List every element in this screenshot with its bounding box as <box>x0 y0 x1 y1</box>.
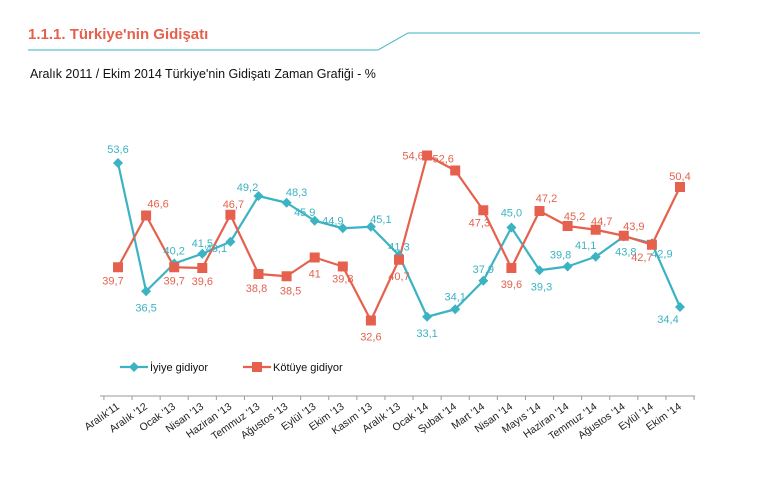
kotuye-marker <box>197 263 208 273</box>
kotuye-marker <box>253 269 264 279</box>
iyiye-marker <box>422 311 433 322</box>
kotuye-marker <box>337 261 348 272</box>
iyiye-data-label: 39,8 <box>550 250 571 262</box>
legend-item-iyiye: İyiye gidiyor <box>120 361 208 374</box>
legend-diamond-icon <box>129 362 139 372</box>
iyiye-data-label: 34,1 <box>444 291 465 303</box>
section-heading: 1.1.1. Türkiye'nin Gidişatı <box>28 26 209 43</box>
iyiye-data-label: 48,3 <box>286 187 307 199</box>
iyiye-marker <box>337 223 348 234</box>
kotuye-data-label: 38,8 <box>246 283 267 295</box>
iyiye-data-label: 44,9 <box>322 215 343 227</box>
iyiye-marker <box>253 191 264 201</box>
iyiye-marker <box>506 222 517 233</box>
kotuye-marker <box>534 206 545 216</box>
iyiye-data-label: 43,8 <box>615 247 636 259</box>
kotuye-marker <box>113 262 123 273</box>
kotuye-marker <box>450 165 461 176</box>
iyiye-data-label: 33,1 <box>416 328 437 340</box>
iyiye-marker <box>365 221 376 232</box>
kotuye-data-label: 54,6 <box>402 151 423 163</box>
iyiye-data-label: 34,4 <box>657 314 678 326</box>
header-rule-line <box>28 32 700 51</box>
iyiye-data-label: 42,9 <box>651 248 672 260</box>
kotuye-marker <box>675 182 685 192</box>
kotuye-marker <box>646 239 657 250</box>
kotuye-data-label: 43,9 <box>623 221 644 233</box>
series-markers <box>113 150 685 326</box>
legend-item-kotuye: Kötüye gidiyor <box>243 362 343 374</box>
kotuye-marker <box>169 262 180 273</box>
legend: İyiye gidiyor Kötüye gidiyor <box>120 361 343 374</box>
iyiye-marker <box>562 261 573 272</box>
iyiye-data-label: 37,9 <box>473 264 494 276</box>
kotuye-marker <box>394 254 404 265</box>
kotuye-data-label: 46,7 <box>223 199 244 211</box>
legend-label: İyiye gidiyor <box>150 361 208 374</box>
kotuye-data-label: 39,6 <box>192 276 213 288</box>
kotuye-data-label: 39,6 <box>501 279 522 291</box>
kotuye-marker <box>422 150 433 161</box>
chart-subtitle: Aralık 2011 / Ekim 2014 Türkiye'nin Gidi… <box>30 67 376 81</box>
iyiye-marker <box>281 197 292 208</box>
iyiye-marker <box>675 302 685 312</box>
kotuye-data-label: 50,4 <box>669 171 690 183</box>
iyiye-marker <box>534 265 545 276</box>
iyiye-marker <box>450 304 461 315</box>
iyiye-data-label: 39,3 <box>531 281 552 293</box>
kotuye-marker <box>281 271 292 282</box>
kotuye-marker <box>225 209 236 220</box>
kotuye-data-label: 47,2 <box>536 193 557 205</box>
kotuye-marker <box>562 221 573 231</box>
kotuye-data-label: 44,7 <box>591 216 612 228</box>
iyiye-data-label: 43,1 <box>206 243 227 255</box>
kotuye-data-label: 38,5 <box>280 285 301 297</box>
kotuye-data-label: 40,7 <box>388 271 409 283</box>
kotuye-data-label: 52,6 <box>432 154 453 166</box>
iyiye-data-label: 41,3 <box>388 241 409 253</box>
kotuye-marker <box>590 224 601 235</box>
kotuye-data-label: 42,7 <box>631 252 652 264</box>
kotuye-data-label: 39,7 <box>163 275 184 287</box>
kotuye-data-label: 41 <box>309 269 321 281</box>
kotuye-marker <box>309 252 320 263</box>
kotuye-data-label: 46,6 <box>147 199 168 211</box>
kotuye-marker <box>618 230 629 241</box>
iyiye-data-label: 53,6 <box>107 144 128 156</box>
iyiye-marker <box>590 251 601 262</box>
kotuye-marker <box>506 263 517 273</box>
iyiye-data-label: 49,2 <box>237 182 258 194</box>
kotuye-marker <box>141 210 152 221</box>
kotuye-data-label: 32,6 <box>360 332 381 344</box>
iyiye-data-label: 45,9 <box>294 207 315 219</box>
iyiye-marker <box>197 248 208 259</box>
kotuye-marker <box>478 205 489 216</box>
iyiye-data-label: 45,1 <box>370 214 391 226</box>
data-labels: 53,6 36,5 40,2 41,543,1 49,2 48,3 45,9 44,9 45,1… <box>102 144 690 344</box>
kotuye-data-label: 47,3 <box>469 217 490 229</box>
kotuye-data-label: 45,2 <box>564 211 585 223</box>
kotuye-marker <box>365 315 376 326</box>
iyiye-marker <box>225 236 236 247</box>
x-axis <box>100 395 695 400</box>
iyiye-data-label: 45,0 <box>501 208 522 220</box>
legend-square-icon <box>252 362 262 372</box>
iyiye-data-label: 36,5 <box>135 302 156 314</box>
kotuye-data-label: 39,8 <box>332 274 353 286</box>
iyiye-data-label: 41,1 <box>575 240 596 252</box>
iyiye-marker <box>478 275 489 286</box>
iyiye-marker <box>141 286 152 297</box>
iyiye-marker <box>113 158 123 168</box>
kotuye-data-label: 39,7 <box>102 275 123 287</box>
iyiye-data-label: 40,2 <box>163 246 184 258</box>
iyiye-data-label: 41,5 <box>192 238 213 250</box>
legend-label: Kötüye gidiyor <box>273 362 343 374</box>
iyiye-marker <box>309 215 320 226</box>
header-rule <box>28 32 700 51</box>
